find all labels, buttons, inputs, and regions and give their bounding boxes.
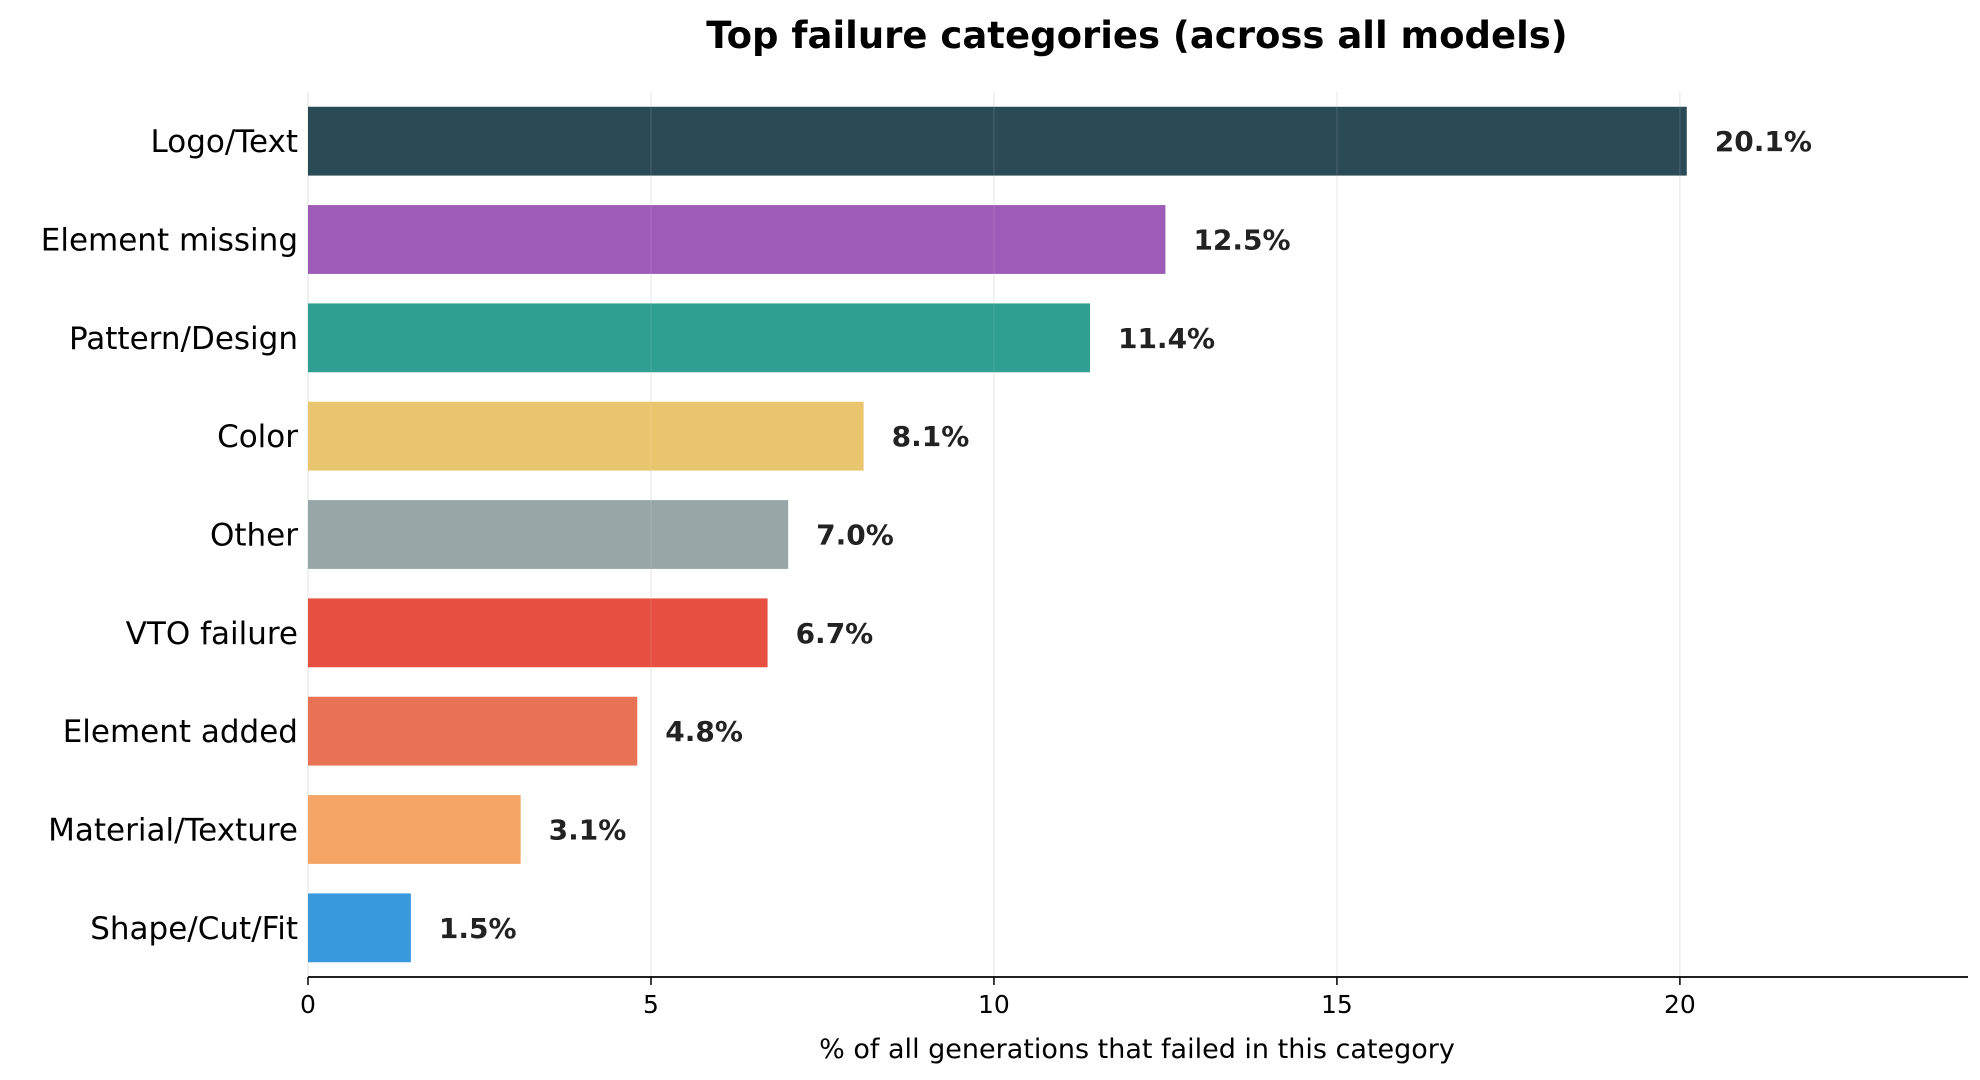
- bar: [308, 598, 768, 668]
- x-axis: 0 5 10 15 20: [300, 976, 1968, 1019]
- bar: [308, 696, 638, 766]
- x-tick-label: 20: [1664, 990, 1696, 1019]
- value-label: 11.4%: [1118, 322, 1215, 355]
- category-label: Pattern/Design: [69, 321, 298, 357]
- bar: [308, 401, 864, 471]
- x-axis-label: % of all generations that failed in this…: [819, 1034, 1455, 1065]
- value-label: 4.8%: [665, 715, 743, 748]
- category-label: Other: [210, 518, 298, 554]
- bar: [308, 303, 1090, 373]
- grid-overlay: [650, 92, 1681, 977]
- bar: [308, 893, 411, 963]
- value-label: 12.5%: [1193, 224, 1290, 257]
- bar: [308, 106, 1687, 176]
- x-tick-label: 0: [300, 990, 316, 1019]
- x-tick-label: 15: [1321, 990, 1353, 1019]
- bar: [308, 500, 789, 569]
- value-label: 8.1%: [892, 420, 970, 453]
- category-label: Shape/Cut/Fit: [90, 911, 298, 947]
- value-label: 6.7%: [796, 617, 874, 650]
- value-label: 7.0%: [816, 519, 894, 552]
- value-label: 20.1%: [1715, 125, 1812, 158]
- category-label: Material/Texture: [48, 813, 298, 849]
- category-label: Element missing: [41, 223, 298, 259]
- x-tick-label: 5: [643, 990, 659, 1019]
- chart-title: Top failure categories (across all model…: [706, 14, 1567, 57]
- bar: [308, 795, 521, 864]
- value-label: 3.1%: [549, 814, 627, 847]
- category-label: Element added: [63, 714, 298, 750]
- category-labels: Logo/Text Element missing Pattern/Design Co…: [41, 124, 299, 947]
- category-label: Color: [217, 419, 298, 455]
- category-label: VTO failure: [126, 616, 298, 652]
- bar: [308, 205, 1166, 274]
- value-label: 1.5%: [439, 912, 517, 945]
- category-label: Logo/Text: [151, 124, 298, 160]
- value-labels: 20.1% 12.5% 11.4% 8.1% 7.0% 6.7% 4.8% 3.1% 1.5%: [439, 125, 1812, 945]
- bars: [308, 92, 1687, 977]
- x-tick-label: 10: [978, 990, 1010, 1019]
